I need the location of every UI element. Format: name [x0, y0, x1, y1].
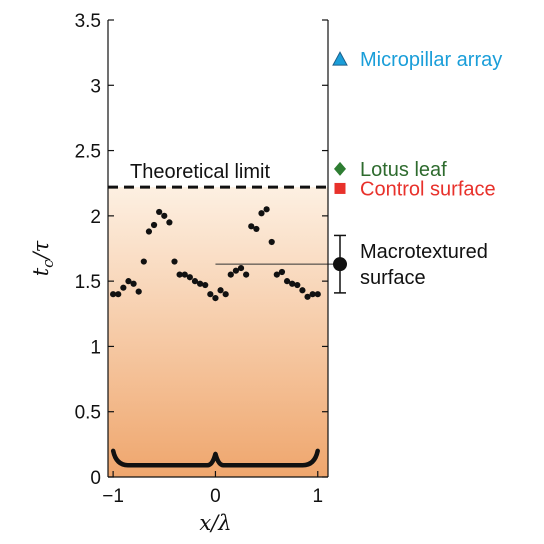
data-point	[150, 221, 158, 229]
control-square-marker	[334, 182, 346, 194]
lotus-diamond-marker	[334, 161, 346, 176]
data-point	[166, 219, 173, 226]
y-tick-label: 2	[90, 207, 101, 228]
data-point	[115, 291, 122, 298]
data-point	[294, 281, 301, 289]
data-point	[258, 210, 265, 217]
x-tick-label: 1	[312, 486, 323, 507]
data-point	[222, 291, 229, 298]
micropillar-label: Micropillar array	[360, 49, 502, 71]
theoretical-limit-label: Theoretical limit	[130, 161, 270, 183]
data-point	[181, 271, 188, 278]
data-point	[273, 271, 280, 278]
lotus-label: Lotus leaf	[360, 159, 447, 181]
x-tick-label: 0	[210, 486, 221, 507]
data-point	[176, 271, 183, 278]
data-points	[110, 206, 321, 302]
macrotextured-label-line2: surface	[360, 267, 426, 289]
axes-frame	[107, 20, 329, 478]
data-point	[196, 280, 204, 287]
data-point	[237, 264, 245, 272]
macrotextured-label-line1: Macrotextured	[360, 241, 488, 263]
micropillar-triangle-marker	[332, 51, 348, 66]
y-axis-label-tail: /τ	[29, 240, 53, 261]
data-point	[161, 212, 168, 219]
data-point	[309, 291, 316, 298]
data-point	[314, 291, 321, 298]
data-point	[171, 258, 178, 265]
data-point	[145, 228, 153, 235]
data-point	[227, 271, 234, 278]
y-axis-label-main: t	[29, 267, 53, 276]
data-point	[202, 281, 209, 289]
y-tick-label: 1.5	[75, 272, 101, 293]
y-tick-label: 0	[90, 468, 101, 489]
y-axis-label-subscript: c	[39, 259, 57, 268]
data-point	[186, 274, 193, 281]
data-point	[110, 291, 117, 298]
data-point	[243, 271, 250, 278]
data-point	[283, 278, 291, 285]
plot-background	[108, 187, 328, 478]
macrotextured-circle-marker	[333, 257, 347, 272]
data-point	[253, 225, 260, 233]
data-point	[263, 206, 270, 213]
data-point	[125, 278, 132, 285]
data-point	[232, 267, 240, 274]
x-axis-ticks: −1 0 1	[102, 471, 323, 507]
data-point	[248, 223, 255, 230]
data-point	[278, 268, 286, 276]
data-point	[268, 238, 275, 246]
data-point	[304, 293, 311, 300]
y-tick-label: 3.5	[75, 11, 101, 32]
pillar-profile-curve	[110, 448, 320, 468]
y-tick-label: 0.5	[75, 403, 101, 424]
legend: Micropillar array Lotus leaf Control sur…	[332, 49, 502, 294]
data-point	[135, 288, 142, 295]
y-tick-label: 2.5	[75, 142, 101, 163]
data-point	[207, 291, 214, 298]
data-point	[130, 280, 137, 287]
x-axis-label: x/λ	[199, 511, 231, 535]
data-point	[212, 295, 219, 302]
y-axis-label: tc/τ	[29, 240, 57, 276]
data-point	[156, 208, 163, 216]
y-axis-ticks: 0 0.5 1 1.5 2 2.5 3 3.5	[75, 11, 328, 489]
control-label: Control surface	[360, 178, 496, 200]
data-point	[140, 258, 147, 265]
y-tick-label: 1	[90, 337, 101, 358]
data-point	[191, 278, 199, 285]
data-point	[217, 287, 224, 294]
data-point	[120, 284, 127, 291]
y-tick-label: 3	[90, 76, 101, 97]
data-point	[289, 280, 296, 287]
x-tick-label: −1	[102, 486, 124, 507]
data-point	[299, 287, 306, 294]
